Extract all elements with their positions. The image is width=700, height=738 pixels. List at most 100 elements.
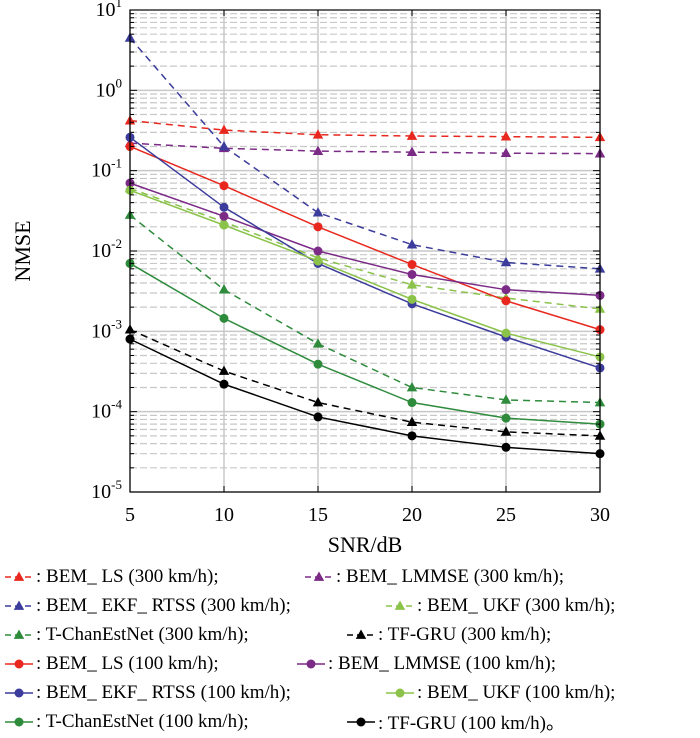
legend-swatch (347, 717, 375, 726)
legend-row: : T-ChanEstNet (100 km/h); : TF-GRU (100 … (0, 707, 700, 736)
data-point (406, 239, 418, 249)
data-point (407, 398, 417, 408)
legend-item: : T-ChanEstNet (300 km/h); (4, 620, 249, 649)
data-point (218, 124, 230, 134)
legend-swatch (347, 629, 375, 639)
legend-swatch (5, 571, 33, 581)
data-point (501, 413, 511, 423)
legend-item: : BEM_ EKF_ RTSS (300 km/h); (4, 591, 291, 620)
data-point (219, 313, 229, 323)
x-axis-label: SNR/dB (328, 532, 403, 557)
y-axis-label: NMSE (10, 220, 35, 281)
data-point (219, 181, 229, 191)
legend-row: : BEM_ LS (300 km/h);: BEM_ LMMSE (300 k… (0, 562, 700, 591)
series-line-2 (129, 37, 601, 270)
legend: : BEM_ LS (300 km/h);: BEM_ LMMSE (300 k… (0, 562, 700, 736)
data-point (407, 431, 417, 441)
x-tick-labels: 5 10 15 20 25 30 (125, 504, 610, 526)
legend-swatch (297, 659, 325, 668)
legend-item: : BEM_ LMMSE (300 km/h); (304, 562, 564, 591)
legend-row: : BEM_ EKF_ RTSS (300 km/h); : BEM_ UKF (… (0, 591, 700, 620)
y-tick-label: 10-4 (91, 397, 122, 423)
data-point (312, 338, 324, 348)
legend-swatch (386, 600, 414, 610)
axis-ticks (129, 10, 601, 493)
data-point (406, 146, 418, 157)
data-point (406, 279, 418, 289)
data-point (313, 246, 323, 256)
data-point (313, 412, 323, 422)
series-line-8 (129, 136, 601, 369)
series-line-0 (129, 119, 601, 139)
legend-row: : T-ChanEstNet (300 km/h); : TF-GRU (300 … (0, 620, 700, 649)
data-point (219, 211, 229, 221)
legend-item: : T-ChanEstNet (100 km/h); (4, 707, 249, 736)
legend-swatch (386, 688, 414, 697)
data-point (500, 256, 512, 267)
data-point (313, 256, 323, 266)
y-tick-label: 101 (96, 0, 123, 21)
x-tick-label: 10 (214, 504, 234, 526)
legend-item: : BEM_ UKF (300 km/h); (385, 591, 615, 620)
nmse-chart: 5 10 15 20 25 30 10-5 10-4 10-3 10-2 10-1 100 101 S… (10, 0, 610, 557)
series-line-11 (129, 338, 601, 455)
legend-label: : BEM_ LMMSE (300 km/h); (336, 565, 565, 587)
data-point (218, 284, 230, 294)
y-tick-label: 10-2 (91, 236, 122, 262)
series-line-4 (129, 214, 601, 404)
legend-swatch (5, 717, 33, 726)
data-point (219, 379, 229, 389)
data-point (218, 365, 230, 375)
data-point (312, 207, 324, 217)
legend-item: : BEM_ LMMSE (100 km/h); (296, 649, 556, 678)
data-point (219, 202, 229, 212)
legend-row: : BEM_ LS (100 km/h); : BEM_ LMMSE (100 k… (0, 649, 700, 678)
legend-swatch (5, 600, 33, 610)
x-tick-label: 20 (402, 504, 422, 526)
legend-swatch (5, 688, 33, 697)
y-tick-label: 10-3 (91, 316, 122, 342)
series-line-5 (129, 328, 601, 437)
legend-label: : TF-GRU (100 km/h)。 (378, 713, 566, 734)
legend-label: : BEM_ UKF (300 km/h); (417, 594, 616, 616)
data-point (500, 131, 512, 141)
series-line-1 (129, 142, 601, 155)
legend-item: : TF-GRU (300 km/h); (346, 620, 551, 649)
data-point (407, 269, 417, 279)
data-point (219, 220, 229, 230)
series-line-3 (129, 187, 601, 310)
y-tick-label: 100 (96, 75, 123, 101)
x-tick-label: 30 (590, 504, 610, 526)
data-point (406, 130, 418, 140)
y-tick-label: 10-1 (91, 156, 122, 182)
legend-label: : BEM_ EKF_ RTSS (100 km/h); (36, 681, 291, 703)
y-tick-labels: 10-5 10-4 10-3 10-2 10-1 100 101 (91, 0, 122, 503)
legend-swatch (305, 571, 333, 581)
data-point (501, 442, 511, 452)
data-point (406, 416, 418, 427)
data-point (312, 129, 324, 139)
series-line-6 (129, 145, 601, 331)
data-point (501, 328, 511, 338)
data-point (312, 397, 324, 407)
data-point (313, 359, 323, 369)
data-point (312, 145, 324, 155)
x-tick-label: 25 (496, 504, 516, 526)
series-line-10 (129, 262, 601, 425)
legend-label: : BEM_ LMMSE (100 km/h); (328, 652, 557, 674)
data-point (407, 294, 417, 304)
data-point (500, 394, 512, 404)
x-tick-label: 15 (308, 504, 328, 526)
legend-swatch (5, 629, 33, 639)
data-point (218, 140, 230, 151)
data-point (501, 285, 511, 295)
data-point (501, 296, 511, 306)
legend-label: : BEM_ UKF (100 km/h); (417, 681, 616, 703)
legend-label: : T-ChanEstNet (100 km/h); (36, 710, 249, 732)
legend-swatch (5, 659, 33, 668)
data-point (500, 426, 512, 436)
legend-label: : BEM_ LS (100 km/h); (36, 652, 219, 674)
series-lines (129, 37, 601, 455)
data-point (406, 381, 418, 392)
y-tick-label: 10-5 (91, 477, 122, 503)
